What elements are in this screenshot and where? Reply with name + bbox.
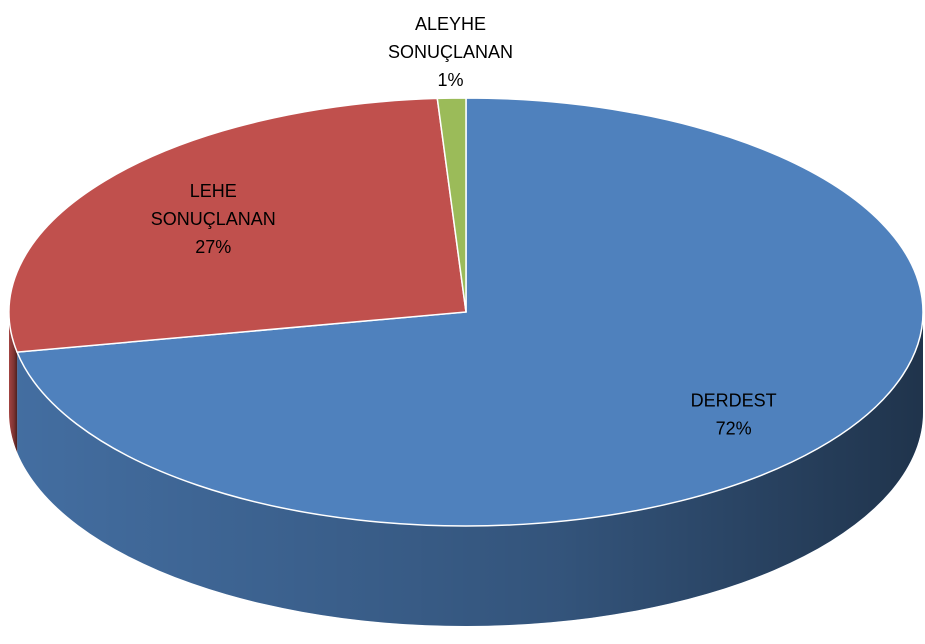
data-label: DERDEST 72% <box>691 390 777 438</box>
slice-side-shade <box>17 312 923 626</box>
slice <box>16 97 924 527</box>
data-label: LEHE SONUÇLANAN 27% <box>151 181 276 257</box>
data-label: ALEYHE SONUÇLANAN 1% <box>388 14 513 90</box>
value-label: 72% <box>716 418 752 438</box>
value-label: 1% <box>437 70 463 90</box>
value-label: 27% <box>195 237 231 257</box>
category-label-line: SONUÇLANAN <box>388 42 513 62</box>
category-label: LEHE <box>190 181 237 201</box>
category-label: DERDEST <box>691 390 777 410</box>
category-label: ALEYHE <box>415 14 486 34</box>
category-label-line: SONUÇLANAN <box>151 209 276 229</box>
slice <box>8 97 467 353</box>
slice <box>436 97 467 313</box>
